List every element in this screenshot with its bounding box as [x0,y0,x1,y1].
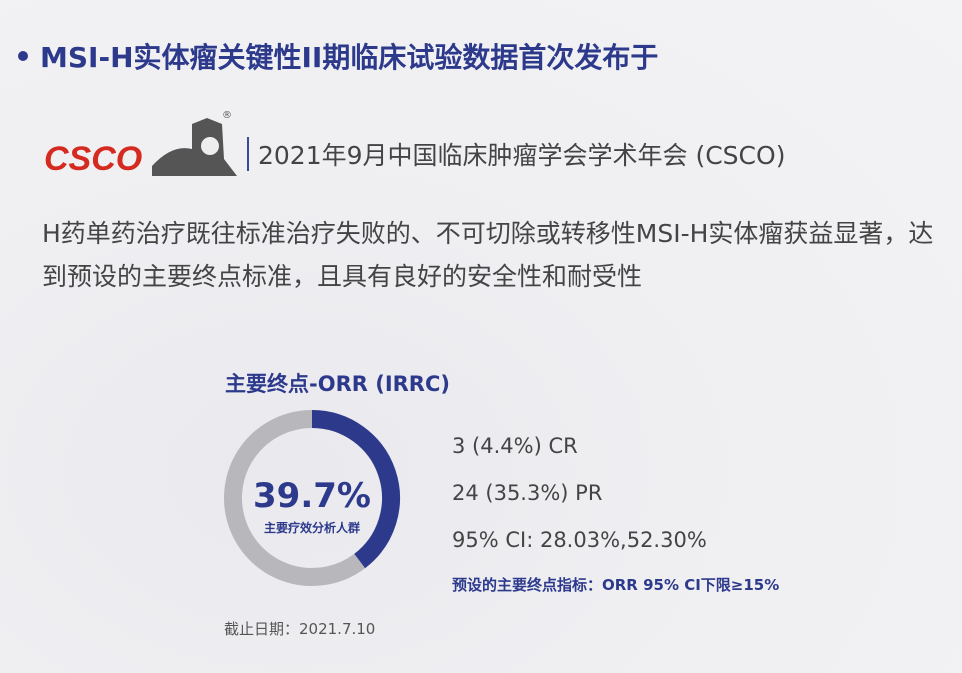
cutoff-date: 截止日期：2021.7.10 [224,620,376,638]
orr-value: 39.7% [253,476,371,516]
donut-segment-0 [311,410,400,569]
endpoint-note: 预设的主要终点指标：ORR 95% CI下限≥15% [452,576,780,594]
bullet-icon [18,51,28,61]
donut-segment-1 [224,410,366,586]
csco-logo: CSCO ® [44,110,237,178]
stat-pr: 24 (35.3%) PR [452,481,603,505]
population-label: 主要疗效分析人群 [263,521,360,535]
summary-text: H药单药治疗既往标准治疗失败的、不可切除或转移性MSI-H实体瘤获益显著，达到预… [42,219,934,291]
title-text: MSI-H实体瘤关键性II期临床试验数据首次发布于 [40,41,659,74]
divider [247,137,249,171]
event-name: 2021年9月中国临床肿瘤学会学术年会 (CSCO) [258,141,786,170]
endpoint-title: 主要终点-ORR (IRRC) [225,372,450,396]
stat-ci: 95% CI: 28.03%,52.30% [452,528,707,552]
great-wall-icon [152,118,237,176]
svg-text:CSCO: CSCO [44,140,142,178]
page-title: MSI-H实体瘤关键性II期临床试验数据首次发布于 [18,36,658,76]
stat-cr: 3 (4.4%) CR [452,434,578,458]
svg-text:®: ® [222,110,232,121]
orr-donut-chart [224,410,400,586]
